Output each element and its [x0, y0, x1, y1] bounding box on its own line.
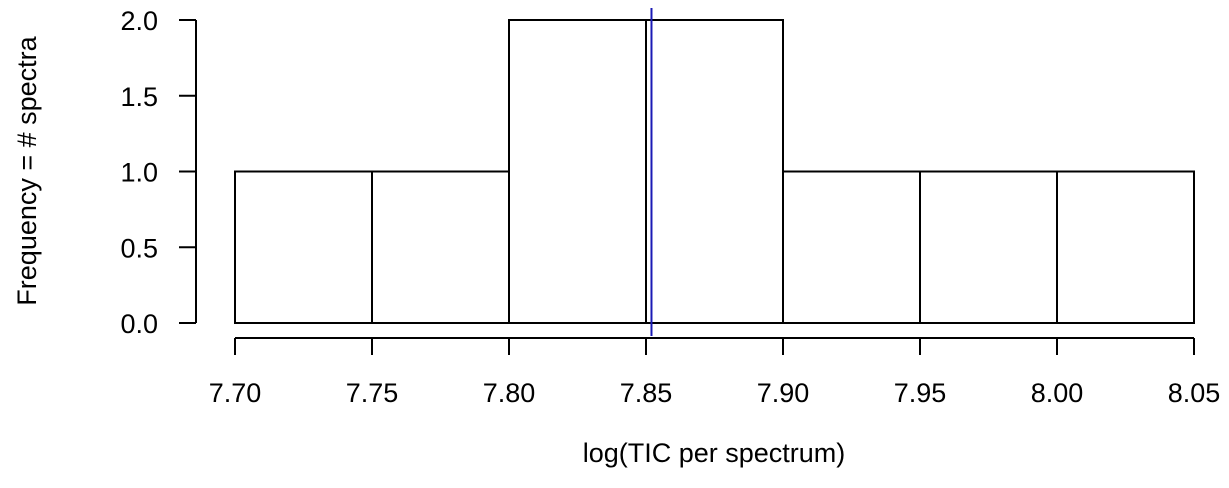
histogram-bar-7 [1056, 170, 1195, 324]
x-tick-label: 7.90 [757, 378, 810, 408]
histogram-bar-5 [782, 170, 921, 324]
x-tick-label: 8.00 [1031, 378, 1084, 408]
x-tick-label: 7.80 [483, 378, 536, 408]
y-tick-label: 0.5 [120, 233, 158, 263]
x-tick-label: 7.85 [620, 378, 673, 408]
y-axis: 0.0 0.5 1.0 1.5 2.0 [120, 6, 197, 339]
histogram-bar-3 [508, 19, 647, 324]
y-axis-title: Frequency = # spectra [12, 35, 42, 305]
y-tick-label: 1.5 [120, 82, 158, 112]
y-tick-label: 1.0 [120, 158, 158, 188]
histogram-bars [234, 19, 1195, 324]
histogram-bar-4 [645, 19, 784, 324]
x-tick-label: 7.70 [209, 378, 262, 408]
x-tick-label: 7.95 [894, 378, 947, 408]
x-tick-label: 8.05 [1168, 378, 1221, 408]
x-axis: 7.70 7.75 7.80 7.85 7.90 7.95 8.00 8.05 [209, 337, 1221, 408]
y-tick-label: 2.0 [120, 6, 158, 36]
x-tick-label: 7.75 [346, 378, 399, 408]
histogram-bar-2 [371, 170, 510, 324]
x-axis-title: log(TIC per spectrum) [583, 438, 846, 468]
histogram-bar-1 [234, 170, 373, 324]
histogram-bar-6 [919, 170, 1058, 324]
y-tick-label: 0.0 [120, 309, 158, 339]
